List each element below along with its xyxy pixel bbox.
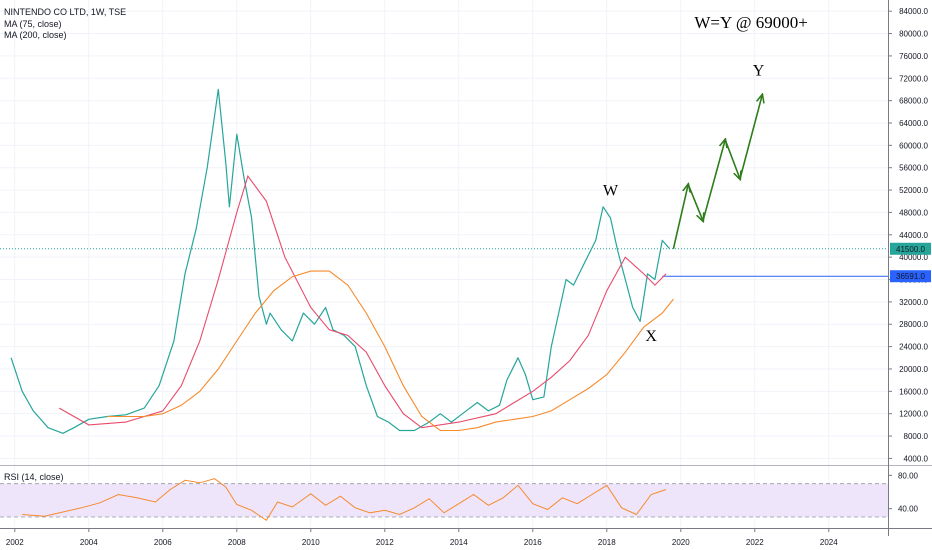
x-tick-label: 2018 [598, 538, 616, 547]
rsi-band [0, 483, 888, 517]
ma200-line [107, 270, 674, 432]
moving-averages [58, 174, 674, 432]
price-label-box-1 [890, 270, 931, 283]
y-tick-label: 84000.0 [899, 7, 928, 16]
price-label-1: 36591.0 [896, 272, 925, 281]
rsi-label: RSI (14, close) [4, 472, 64, 482]
ma75-line [58, 174, 667, 429]
y-tick-label: 76000.0 [899, 52, 928, 61]
y-tick-label: 4000.0 [904, 454, 929, 463]
y-tick-label: 24000.0 [899, 343, 928, 352]
y-tick-label: 32000.0 [899, 298, 928, 307]
target-annotation: W=Y @ 69000+ [694, 13, 808, 32]
price-label-0: 41500.0 [896, 245, 925, 254]
projection-leg [724, 139, 740, 179]
y-tick-label: 72000.0 [899, 74, 928, 83]
x-tick-label: 2004 [80, 538, 98, 547]
price-line [10, 88, 671, 434]
y-tick-label: 12000.0 [899, 410, 928, 419]
x-tick-label: 2002 [6, 538, 24, 547]
projection-leg [702, 140, 725, 222]
x-tick-label: 2024 [820, 538, 838, 547]
main-grid [0, 0, 888, 527]
projection [672, 95, 762, 249]
projection-leg [739, 95, 762, 180]
price-label-box-0 [890, 242, 931, 255]
y-tick-label: 44000.0 [899, 231, 928, 240]
y-tick-label: 68000.0 [899, 97, 928, 106]
x-tick-label: 2012 [376, 538, 394, 547]
projection-leg [687, 184, 703, 220]
x-tick-label: 2022 [746, 538, 764, 547]
x-tick-label: 2016 [524, 538, 542, 547]
y-tick-label: 64000.0 [899, 119, 928, 128]
price-layer [10, 88, 671, 434]
y-tick-label: 60000.0 [899, 141, 928, 150]
rsi-line [22, 478, 667, 522]
y-tick-label: 56000.0 [899, 164, 928, 173]
y-tick-label: 48000.0 [899, 208, 928, 217]
y-tick-label: 8000.0 [904, 432, 929, 441]
projection-leg [672, 184, 688, 249]
wave-label-w: W [603, 183, 619, 200]
y-tick-label: 52000.0 [899, 186, 928, 195]
wave-label-y: Y [753, 62, 765, 79]
y-tick-label: 28000.0 [899, 320, 928, 329]
y-tick-label: 20000.0 [899, 365, 928, 374]
rsi-panel [0, 465, 932, 522]
chart-title: NINTENDO CO LTD, 1W, TSE [4, 7, 127, 17]
legend-ma75: MA (75, close) [4, 19, 62, 29]
x-tick-label: 2006 [154, 538, 172, 547]
x-tick-label: 2010 [302, 538, 320, 547]
rsi-tick-label: 80.00 [898, 471, 919, 480]
x-tick-label: 2008 [228, 538, 246, 547]
wave-label-x: X [645, 328, 657, 345]
x-tick-label: 2014 [450, 538, 468, 547]
y-tick-label: 80000.0 [899, 30, 928, 39]
horizontal-lines [0, 248, 888, 277]
legend-ma200: MA (200, close) [4, 30, 67, 40]
y-tick-label: 16000.0 [899, 387, 928, 396]
annotations: W X Y W=Y @ 69000+ [603, 13, 808, 345]
x-tick-label: 2020 [672, 538, 690, 547]
rsi-tick-label: 40.00 [898, 505, 919, 514]
y-tick-label: 40000.0 [899, 253, 928, 262]
